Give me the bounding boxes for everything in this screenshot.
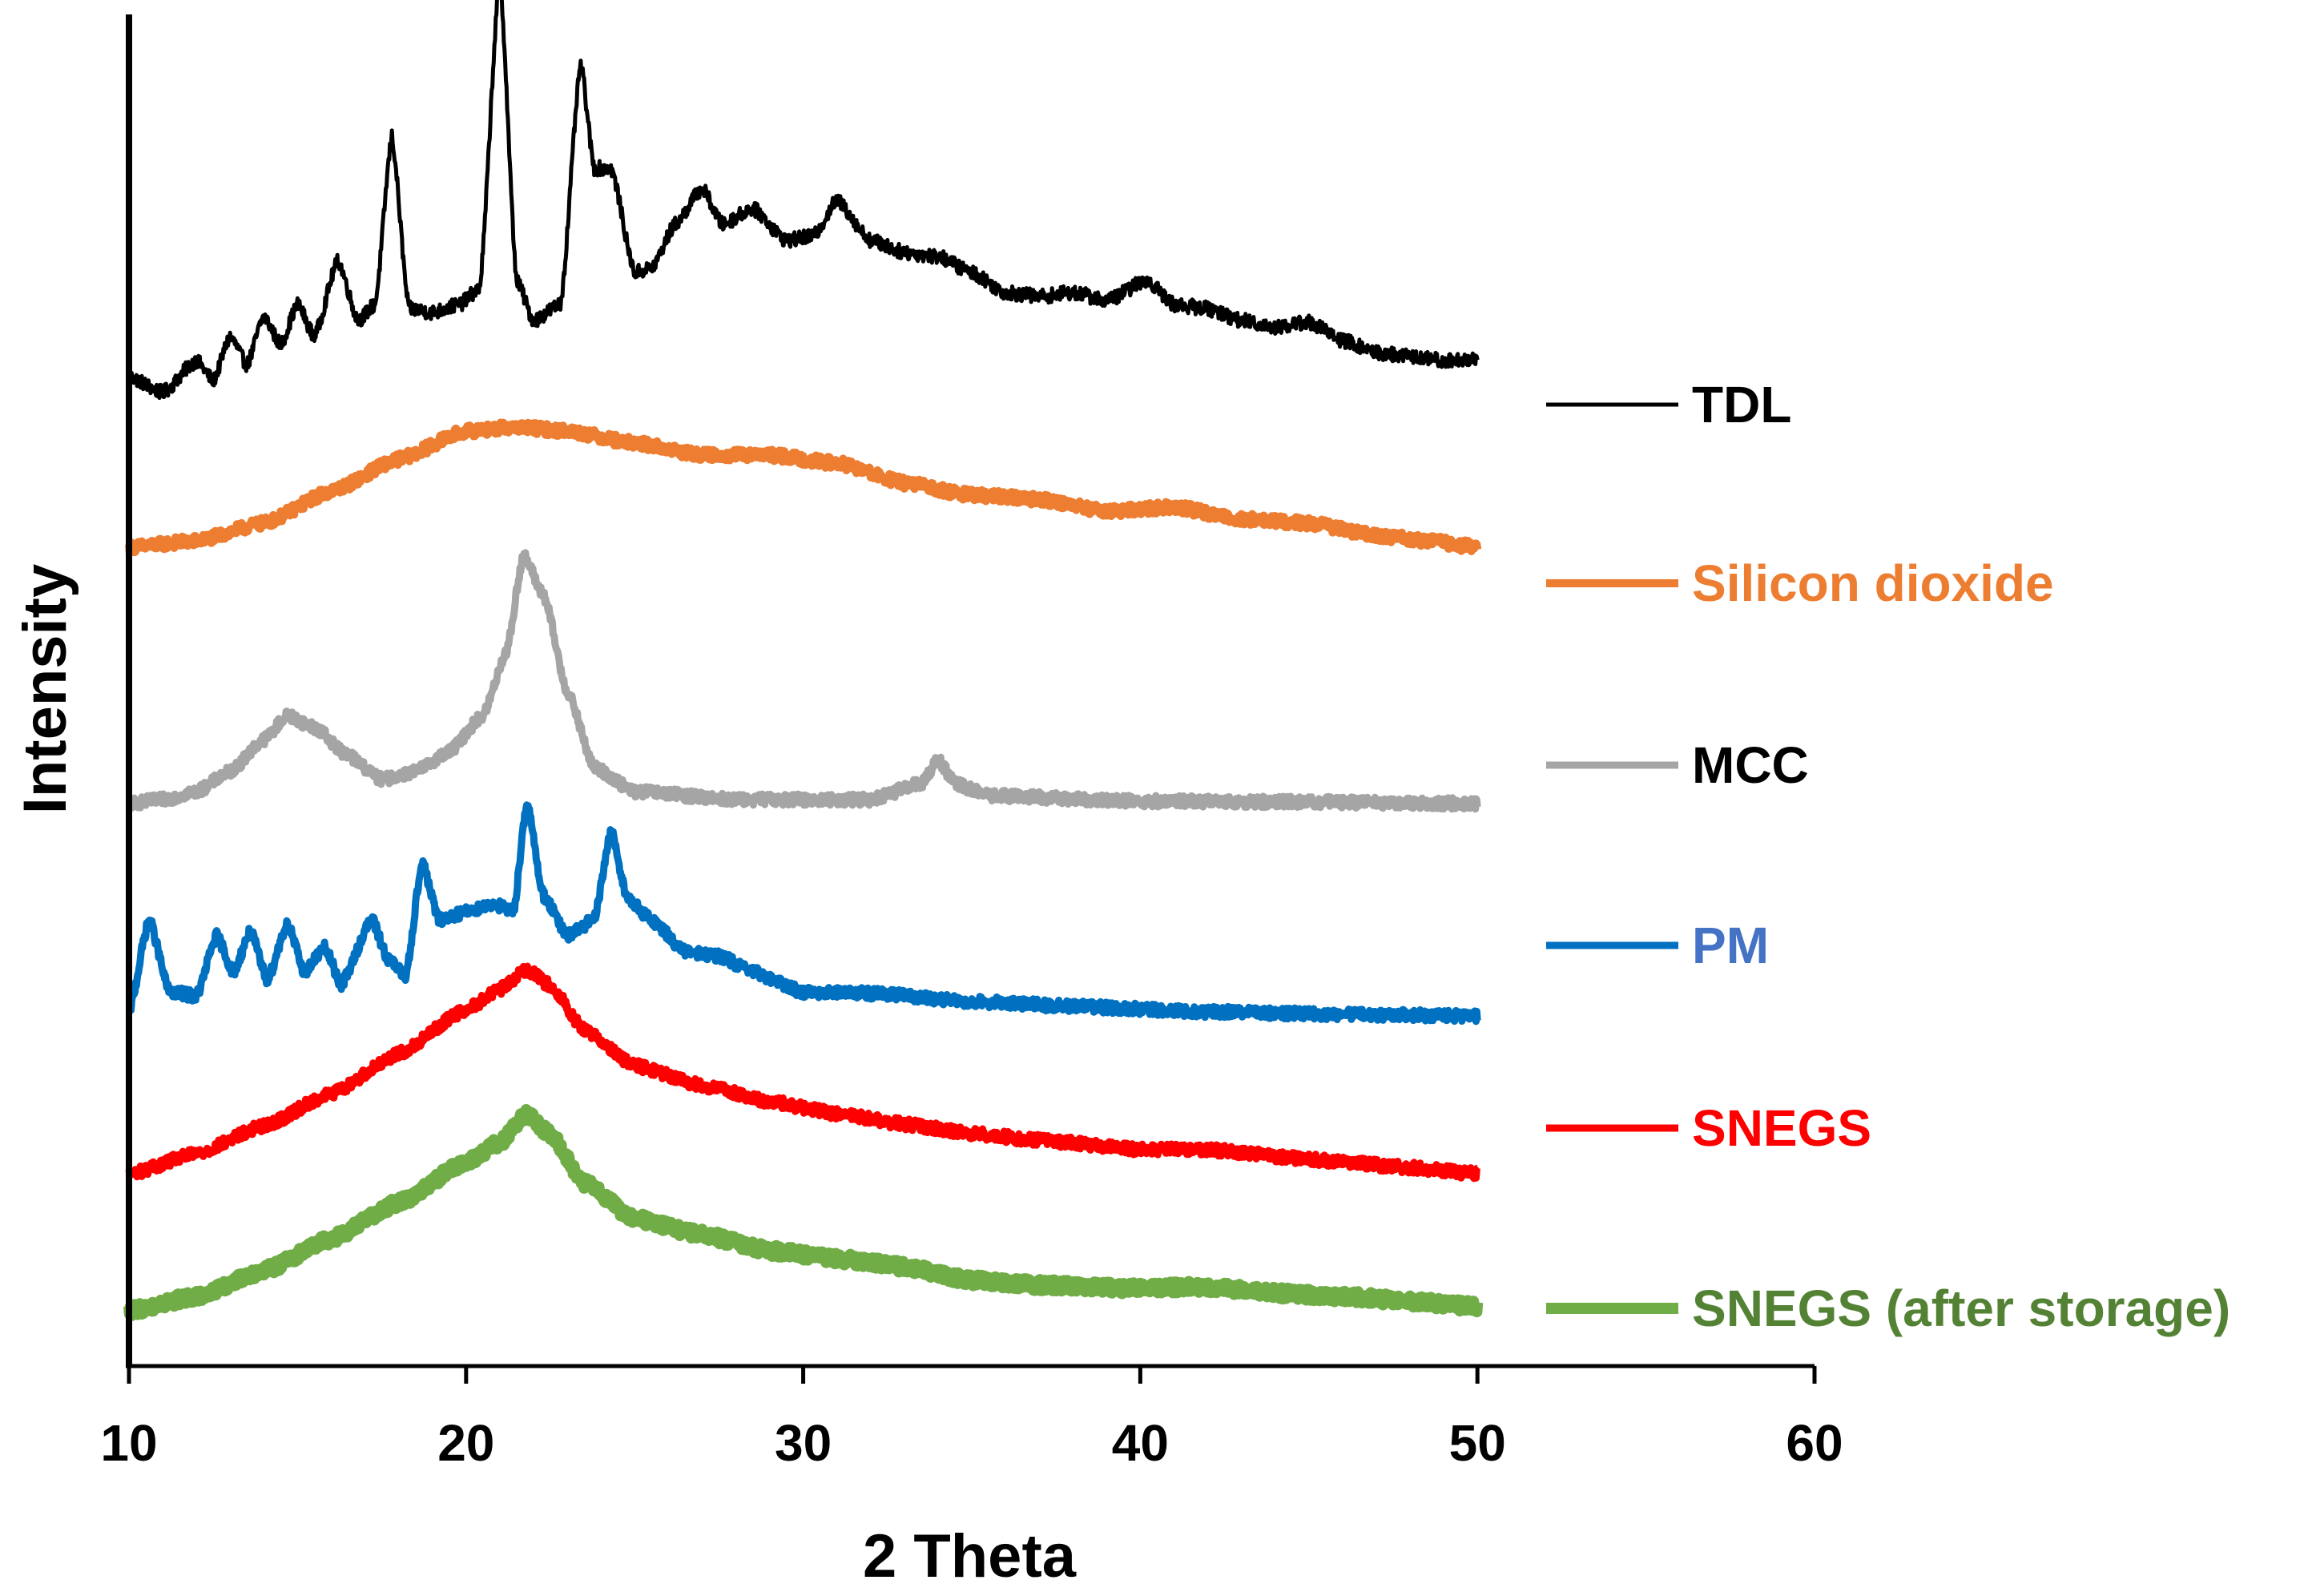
legend-label: PM xyxy=(1692,917,1769,974)
series-line-silicon-dioxide xyxy=(129,423,1477,553)
x-tick-label: 50 xyxy=(1449,1414,1506,1472)
series-traces xyxy=(129,0,1477,1316)
axes xyxy=(126,14,1815,1366)
legend-label: TDL xyxy=(1692,376,1791,433)
x-tick-label: 10 xyxy=(100,1414,157,1472)
series-line-snegs-after-storage xyxy=(129,1110,1477,1316)
xrd-chart: 10 20 30 40 50 60 2 Theta Intensity TDL Silico… xyxy=(0,0,2300,1596)
legend: TDL Silicon dioxide MCC PM SNEGS SNEGS (after… xyxy=(1546,376,2230,1337)
y-axis-title: Intensity xyxy=(11,564,79,815)
series-line-tdl xyxy=(129,0,1477,398)
x-tick-label: 40 xyxy=(1112,1414,1169,1472)
legend-label: MCC xyxy=(1692,736,1809,794)
x-axis-ticks: 10 20 30 40 50 60 xyxy=(100,1366,1843,1472)
x-axis-title: 2 Theta xyxy=(863,1522,1077,1590)
series-line-pm xyxy=(129,805,1477,1022)
x-tick-label: 60 xyxy=(1786,1414,1843,1472)
legend-label: Silicon dioxide xyxy=(1692,554,2054,612)
legend-label: SNEGS (after storage) xyxy=(1692,1280,2230,1337)
x-tick-label: 30 xyxy=(775,1414,832,1472)
legend-label: SNEGS xyxy=(1692,1099,1871,1157)
series-line-mcc xyxy=(129,553,1477,809)
x-tick-label: 20 xyxy=(437,1414,494,1472)
